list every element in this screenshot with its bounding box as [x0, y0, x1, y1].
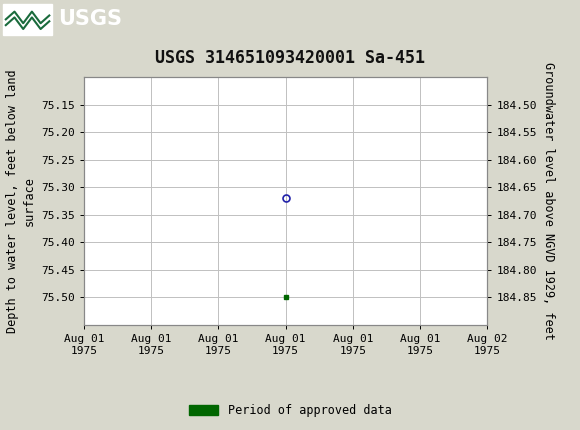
- Y-axis label: Depth to water level, feet below land
surface: Depth to water level, feet below land su…: [6, 69, 36, 333]
- Text: USGS: USGS: [58, 9, 122, 29]
- Legend: Period of approved data: Period of approved data: [184, 399, 396, 422]
- FancyBboxPatch shape: [3, 4, 52, 35]
- Y-axis label: Groundwater level above NGVD 1929, feet: Groundwater level above NGVD 1929, feet: [542, 62, 555, 340]
- Text: USGS 314651093420001 Sa-451: USGS 314651093420001 Sa-451: [155, 49, 425, 68]
